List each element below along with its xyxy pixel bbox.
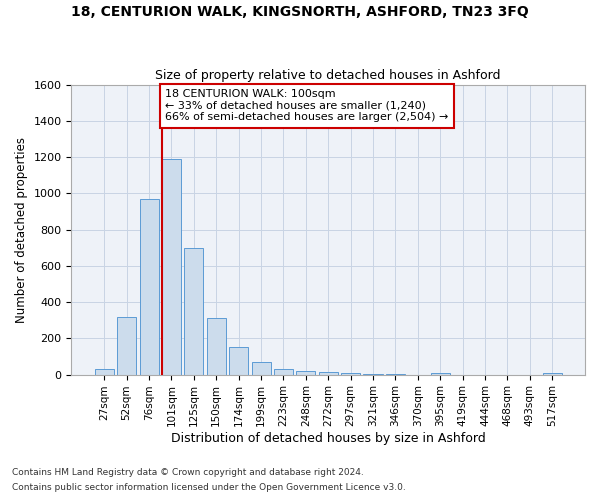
Text: Contains HM Land Registry data © Crown copyright and database right 2024.: Contains HM Land Registry data © Crown c… — [12, 468, 364, 477]
Bar — [207, 318, 226, 374]
Bar — [184, 248, 203, 374]
Bar — [140, 199, 158, 374]
X-axis label: Distribution of detached houses by size in Ashford: Distribution of detached houses by size … — [171, 432, 485, 445]
Bar — [251, 362, 271, 374]
Bar — [319, 372, 338, 374]
Text: Contains public sector information licensed under the Open Government Licence v3: Contains public sector information licen… — [12, 483, 406, 492]
Bar — [296, 371, 316, 374]
Title: Size of property relative to detached houses in Ashford: Size of property relative to detached ho… — [155, 69, 501, 82]
Bar — [162, 159, 181, 374]
Bar — [229, 348, 248, 374]
Text: 18, CENTURION WALK, KINGSNORTH, ASHFORD, TN23 3FQ: 18, CENTURION WALK, KINGSNORTH, ASHFORD,… — [71, 5, 529, 19]
Y-axis label: Number of detached properties: Number of detached properties — [15, 136, 28, 322]
Text: 18 CENTURION WALK: 100sqm
← 33% of detached houses are smaller (1,240)
66% of se: 18 CENTURION WALK: 100sqm ← 33% of detac… — [165, 89, 449, 122]
Bar — [274, 369, 293, 374]
Bar — [95, 369, 114, 374]
Bar — [117, 316, 136, 374]
Bar — [542, 373, 562, 374]
Bar — [431, 373, 449, 374]
Bar — [341, 373, 360, 374]
